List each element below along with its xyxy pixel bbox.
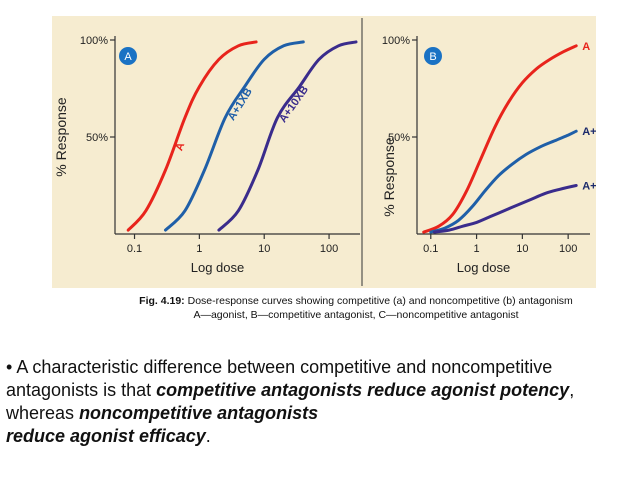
text-part-2: , whereas xyxy=(6,380,575,423)
series-line-a-1xb xyxy=(164,40,305,232)
y-tick-label: 100% xyxy=(80,35,108,47)
bullet-marker: • xyxy=(6,357,13,377)
series-line-a xyxy=(126,40,258,232)
bullet-paragraph: • A characteristic difference between co… xyxy=(6,356,636,448)
series-label-a: A xyxy=(173,141,187,153)
dose-response-figure: 50% 100% 0.1 1 10 100 Log dose % Response A A A+1X… xyxy=(53,18,596,286)
x-tick-label: 100 xyxy=(320,243,338,255)
caption-line-2: A—agonist, B—competitive antagonist, C—n… xyxy=(193,309,519,321)
x-tick-label: 1 xyxy=(474,243,480,255)
series-label-a-1xb: A+1XB xyxy=(226,86,255,123)
emphasis-competitive: competitive antagonists reduce agonist p… xyxy=(156,380,570,400)
y-tick-label: 50% xyxy=(388,132,410,144)
x-axis-label: Log dose xyxy=(191,260,245,275)
panel-label-badge xyxy=(424,47,442,65)
caption-line-1: Fig. 4.19: Dose-response curves showing … xyxy=(96,294,616,308)
series-line-a-10xc xyxy=(432,184,578,234)
panel-label: A xyxy=(124,51,132,63)
x-tick-label: 100 xyxy=(559,243,577,255)
x-tick-label: 0.1 xyxy=(423,243,438,255)
x-axis-label: Log dose xyxy=(457,260,511,275)
series-label-a: A xyxy=(582,41,590,53)
y-tick-label: 50% xyxy=(86,132,108,144)
text-end: . xyxy=(205,426,211,446)
text-part-1: A characteristic difference between comp… xyxy=(6,357,553,400)
panel-b: 50% 100% 0.1 1 10 100 Log dose % Response B A A+1X… xyxy=(381,35,596,275)
series-label-a-10xc: A+10XC xyxy=(582,181,596,193)
y-tick-label: 100% xyxy=(382,35,410,47)
y-axis-label: % Response xyxy=(381,137,397,217)
emphasis-noncompetitive: noncompetitive antagonists xyxy=(79,403,319,423)
figure: 50% 100% 0.1 1 10 100 Log dose % Response A A A+1X… xyxy=(52,16,596,288)
x-tick-label: 1 xyxy=(196,243,202,255)
figure-caption: Fig. 4.19: Dose-response curves showing … xyxy=(96,294,616,322)
series-line-a xyxy=(422,44,578,234)
panel-label-badge xyxy=(119,47,137,65)
panel-label: B xyxy=(429,51,436,63)
caption-text-1: Dose-response curves showing competitive… xyxy=(187,295,573,307)
x-tick-label: 0.1 xyxy=(127,243,142,255)
caption-label: Fig. 4.19: xyxy=(139,295,185,307)
x-tick-label: 10 xyxy=(258,243,270,255)
x-tick-label: 10 xyxy=(516,243,528,255)
series-line-a-1xc xyxy=(429,129,578,234)
emphasis-efficacy: reduce agonist efficacy xyxy=(6,426,206,446)
y-axis-label: % Response xyxy=(53,97,69,177)
panel-a: 50% 100% 0.1 1 10 100 Log dose % Response A A A+1X… xyxy=(53,35,360,275)
series-label-a-1xc: A+1XC xyxy=(582,126,596,138)
series-line-a-10xb xyxy=(217,40,358,232)
series-label-a-10xb: A+10XB xyxy=(277,84,311,125)
